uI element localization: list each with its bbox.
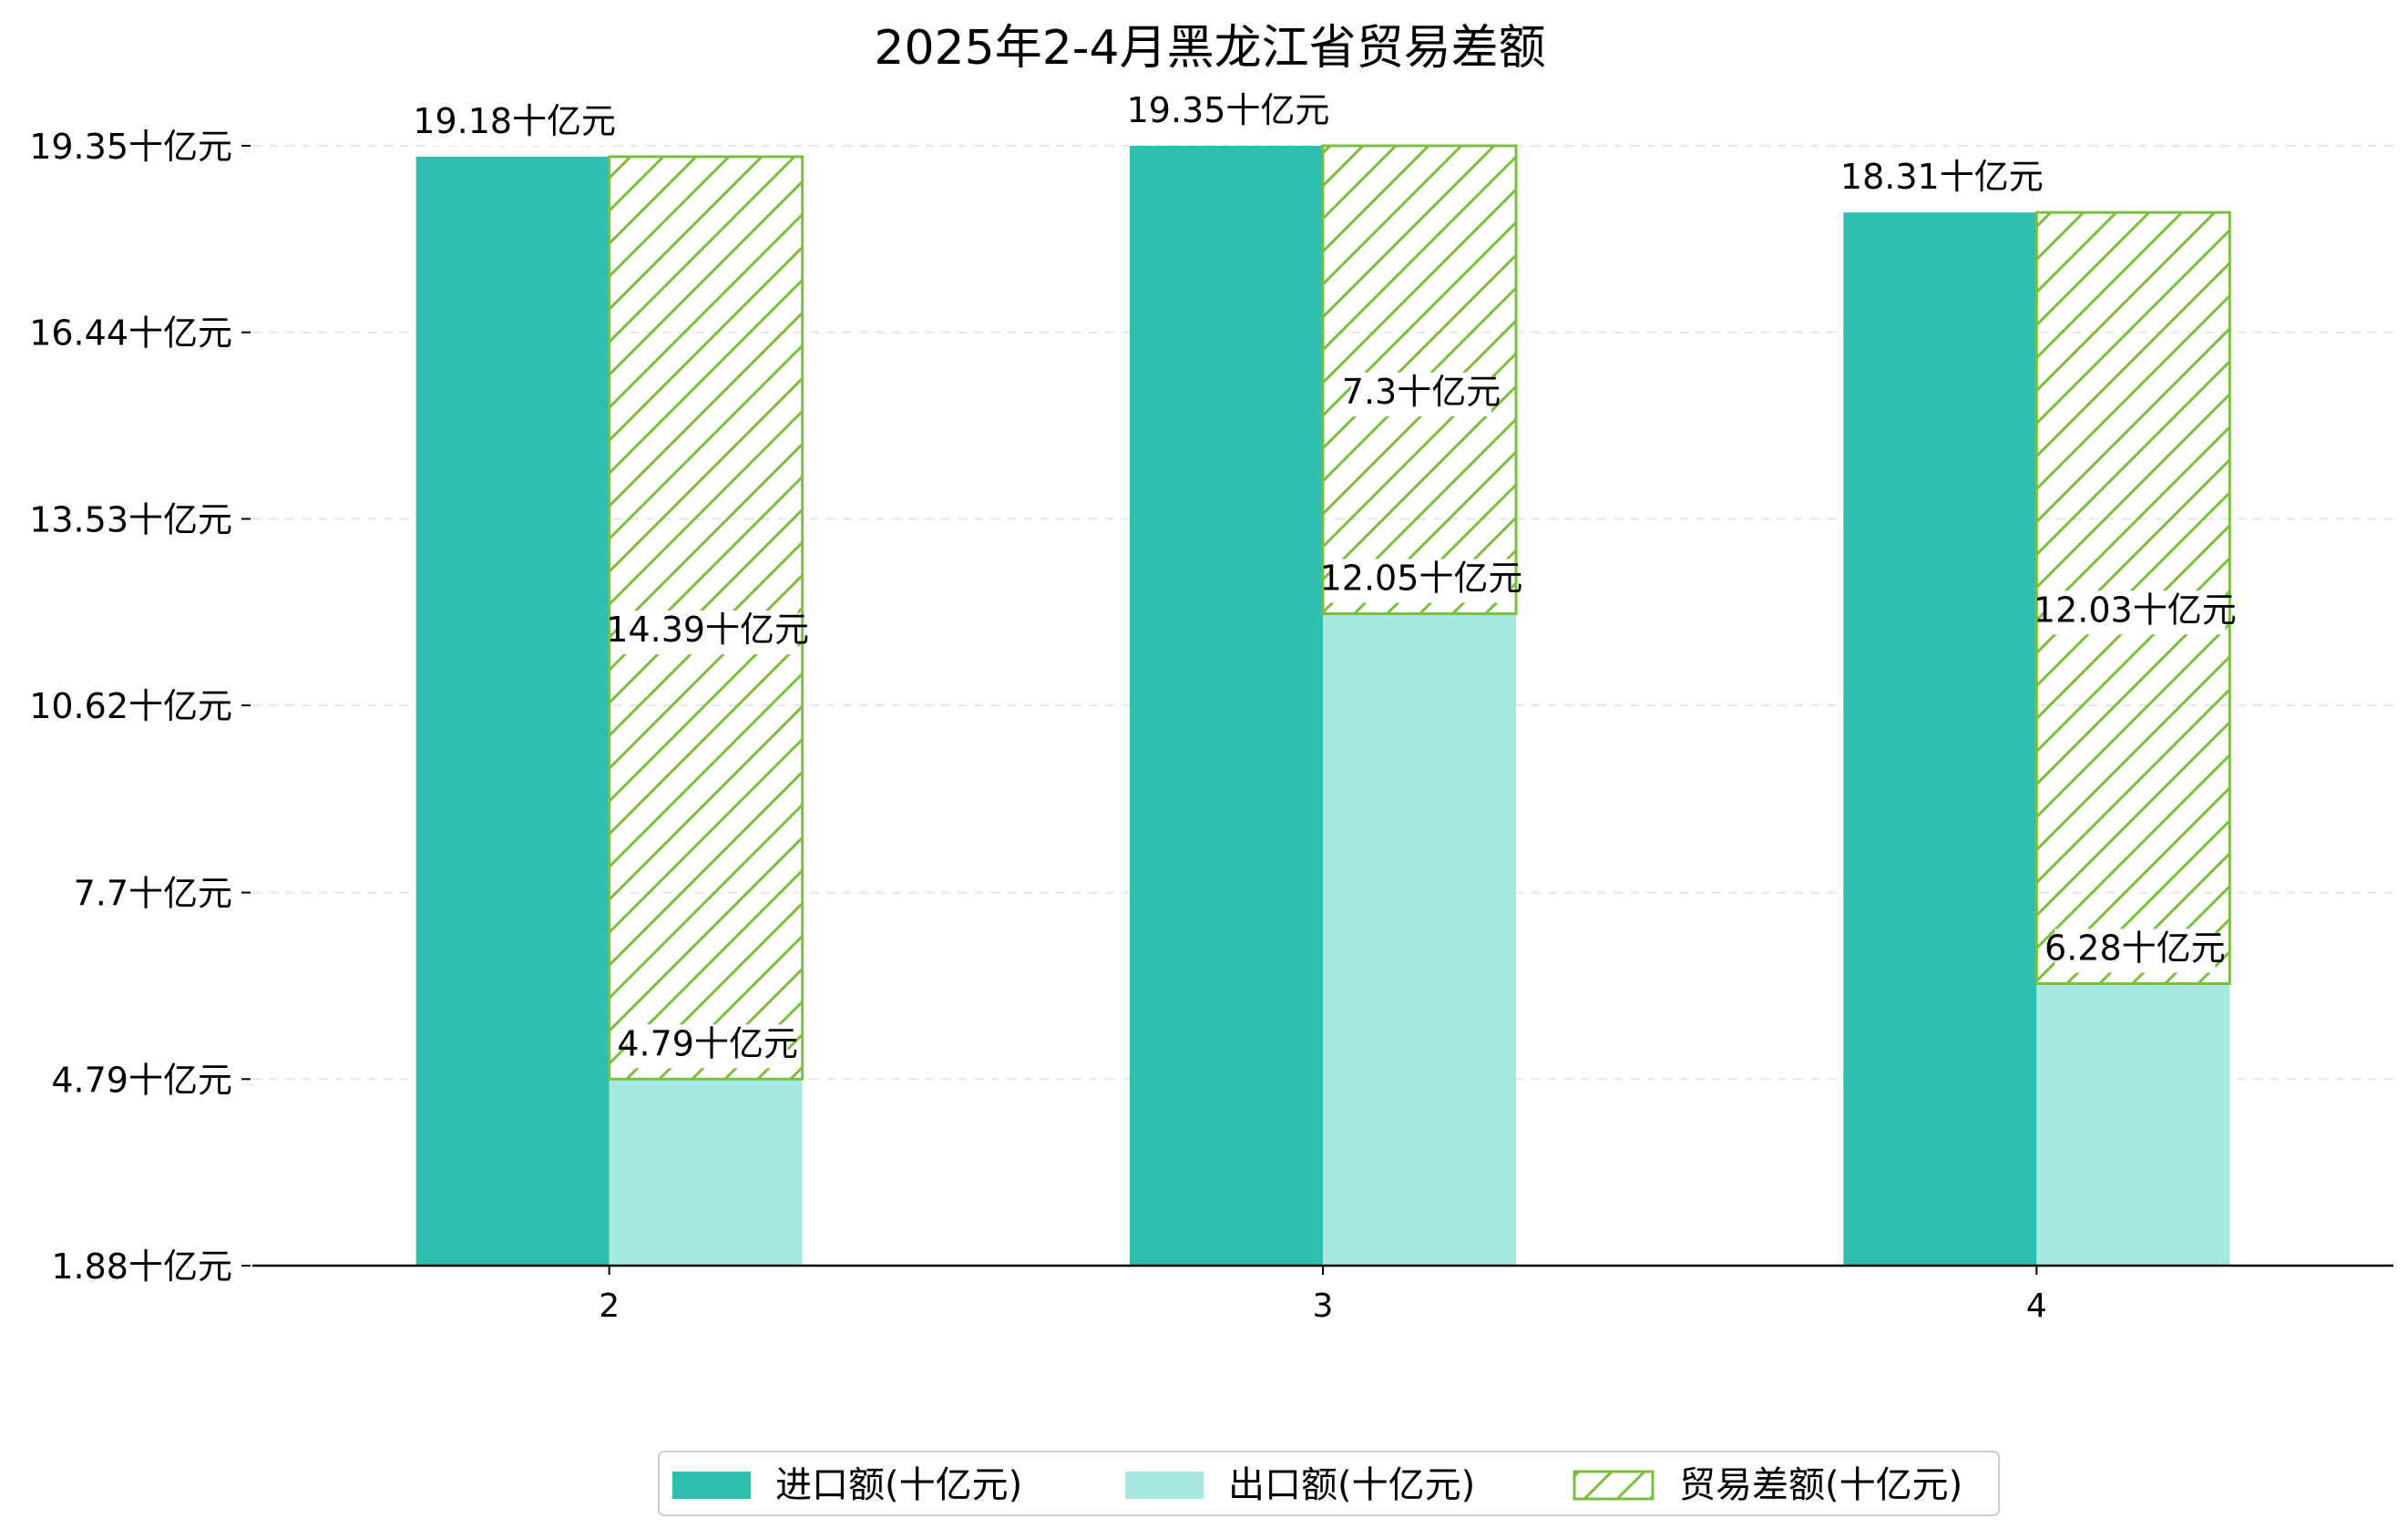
- x-tick-label: 4: [2026, 1288, 2047, 1325]
- data-label: 14.39十亿元: [606, 610, 809, 650]
- data-label: 4.79十亿元: [617, 1023, 798, 1063]
- legend-item[interactable]: 贸易差额(十亿元): [1573, 1464, 1962, 1506]
- legend-label: 进口额(十亿元): [775, 1464, 1022, 1506]
- data-label: 12.05十亿元: [1320, 559, 1523, 599]
- y-tick-label: 16.44十亿元: [29, 313, 232, 354]
- legend-label: 出口额(十亿元): [1228, 1464, 1475, 1506]
- bar-export: [609, 1079, 803, 1266]
- data-label-bg: [2054, 929, 2216, 973]
- bar-import: [1130, 146, 1323, 1266]
- legend-item[interactable]: 进口额(十亿元): [672, 1464, 1022, 1506]
- data-label-bg: [2044, 590, 2226, 635]
- data-label-bg: [627, 1024, 788, 1069]
- bar-import: [415, 156, 610, 1267]
- bars: [415, 144, 2231, 1267]
- data-label: 6.28十亿元: [2044, 928, 2226, 968]
- bar-export: [2036, 983, 2230, 1266]
- label-balance: 7.3十亿元: [1342, 372, 1501, 416]
- y-tick-label: 7.7十亿元: [74, 874, 232, 914]
- legend-item[interactable]: 出口额(十亿元): [1125, 1464, 1475, 1506]
- x-tick-label: 2: [599, 1288, 620, 1325]
- data-labels: 19.18十亿元 4.79十亿元 14.39十亿元 19.35十亿元 12.05十亿元 7…: [413, 90, 2237, 1069]
- label-export: 12.05十亿元: [1320, 559, 1523, 603]
- data-label-bg: [1351, 372, 1491, 416]
- bar-import: [1843, 212, 2037, 1267]
- data-label-bg: [424, 101, 605, 146]
- legend-box: [658, 1451, 2000, 1516]
- data-label: 19.18十亿元: [413, 101, 616, 141]
- legend-swatch: [672, 1472, 751, 1499]
- label-export: 4.79十亿元: [617, 1023, 798, 1069]
- data-label: 7.3十亿元: [1342, 372, 1501, 412]
- y-tick-label: 10.62十亿元: [29, 686, 232, 726]
- label-balance: 12.03十亿元: [2034, 590, 2237, 635]
- x-tick-label: 3: [1313, 1288, 1334, 1325]
- data-label: 18.31十亿元: [1840, 157, 2044, 197]
- label-balance: 14.39十亿元: [606, 610, 809, 655]
- y-tick-label: 19.35十亿元: [29, 127, 232, 167]
- label-export: 6.28十亿元: [2044, 928, 2226, 973]
- axes: 1.88十亿元 4.79十亿元 7.7十亿元 10.62十亿元 13.53十亿元 16.4…: [29, 127, 2393, 1325]
- y-tick-label: 1.88十亿元: [51, 1247, 232, 1287]
- data-label: 12.03十亿元: [2034, 590, 2237, 630]
- y-tick-label: 4.79十亿元: [51, 1060, 232, 1100]
- bar-export: [1323, 613, 1516, 1266]
- legend-label: 贸易差额(十亿元): [1679, 1464, 1962, 1506]
- data-label: 19.35十亿元: [1127, 90, 1330, 130]
- chart-title: 2025年2-4月黑龙江省贸易差额: [874, 21, 1545, 76]
- data-label-bg: [617, 610, 798, 655]
- data-label-bg: [1138, 91, 1318, 135]
- legend[interactable]: 进口额(十亿元) 出口额(十亿元) 贸易差额(十亿元): [658, 1451, 2000, 1516]
- label-import: 19.35十亿元: [1127, 90, 1330, 135]
- legend-swatch: [1573, 1470, 1655, 1501]
- data-label-bg: [1851, 158, 2033, 202]
- label-import: 18.31十亿元: [1840, 157, 2044, 202]
- label-import: 19.18十亿元: [413, 101, 616, 146]
- y-tick-label: 13.53十亿元: [29, 499, 232, 539]
- legend-swatch: [1125, 1472, 1204, 1499]
- data-label-bg: [1331, 559, 1511, 603]
